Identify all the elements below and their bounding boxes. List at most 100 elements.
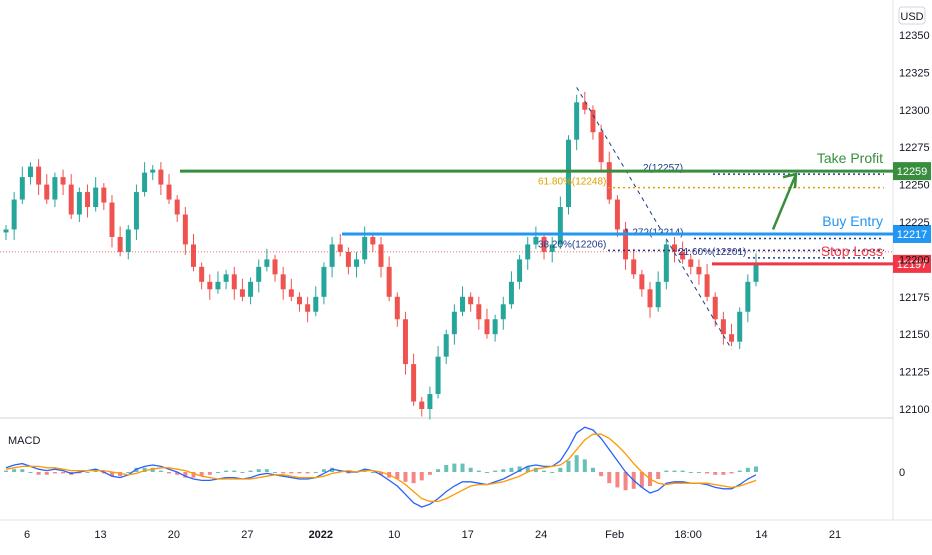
level-price-tag: [893, 254, 931, 273]
candle-body: [671, 244, 677, 252]
projection-arrow-head: [782, 172, 798, 189]
candle-body: [109, 202, 115, 237]
macd-histogram-bar: [321, 469, 326, 472]
macd-histogram-bar: [126, 472, 131, 473]
macd-histogram-bar: [558, 467, 563, 472]
candle-body: [574, 102, 580, 140]
macd-histogram-bar: [167, 472, 172, 474]
macd-histogram-bar: [207, 472, 212, 475]
macd-histogram-bar: [379, 472, 383, 475]
time-axis[interactable]: 6 13 20 27 2022 10 17 24 Feb 18:00 14 21: [24, 529, 841, 541]
macd-histogram-bar: [85, 472, 90, 473]
candle-body: [166, 184, 172, 200]
price-tick-label: 12200: [899, 254, 930, 266]
price-axis[interactable]: 12350 12325 12300 12275 12250 12225 12200 12175…: [899, 30, 930, 416]
candle-body: [598, 132, 604, 163]
macd-histogram-bar: [476, 470, 481, 472]
candle-body: [492, 319, 498, 335]
candle-body: [753, 263, 759, 282]
level-price-tag-text: 12217: [897, 229, 928, 241]
fib-level-label: 38.20%(12206): [538, 239, 606, 250]
macd-histogram-bar: [566, 460, 571, 472]
candle-body: [720, 319, 726, 335]
macd-histogram-bar: [240, 472, 245, 473]
candle-body: [36, 166, 42, 185]
candle-body: [191, 244, 196, 267]
macd-histogram-bar: [142, 467, 147, 472]
candle-body: [329, 244, 335, 267]
macd-histogram-bar: [419, 472, 424, 481]
candle-body: [3, 229, 9, 233]
projection-line: [576, 87, 732, 350]
candle-body: [443, 334, 449, 357]
price-tick-label: 12300: [899, 105, 930, 117]
candle-body: [704, 274, 710, 297]
price-tick-label: 12225: [899, 217, 930, 229]
candle-body: [647, 289, 653, 308]
price-tick-label: 12275: [899, 142, 930, 154]
macd-histogram-bar: [484, 472, 489, 473]
macd-histogram-bar: [427, 472, 432, 475]
macd-histogram-bar: [150, 467, 155, 472]
macd-histogram-bar: [745, 467, 750, 472]
macd-histogram-bar: [183, 472, 188, 478]
candle-body: [76, 192, 82, 215]
macd-histogram-bar: [395, 472, 400, 479]
candle-body: [582, 102, 588, 110]
candle-body: [386, 266, 392, 297]
macd-histogram-bar: [517, 466, 522, 472]
macd-zero-label: 0: [899, 467, 905, 479]
price-tick-label: 12325: [899, 67, 930, 79]
price-tick-label: 12350: [899, 30, 930, 42]
macd-histogram-bar: [338, 470, 343, 472]
candle-body: [239, 289, 245, 297]
candle-body: [468, 296, 474, 305]
candle-body: [590, 109, 596, 133]
macd-line: [5, 426, 757, 508]
candle-body: [712, 296, 718, 320]
candle-body: [142, 172, 148, 193]
macd-histogram-bar: [729, 472, 734, 474]
currency-badge[interactable]: [898, 6, 926, 25]
candle-body: [207, 281, 213, 290]
candle-body: [288, 289, 294, 297]
candle-body: [362, 236, 368, 260]
candle-body: [52, 177, 58, 200]
candle-body: [345, 251, 351, 267]
macd-histogram-bar: [362, 470, 367, 472]
macd-histogram-bar: [721, 472, 726, 475]
currency-label: USD: [900, 11, 923, 23]
candle-body: [533, 236, 539, 245]
time-tick-label: 17: [462, 529, 474, 541]
candle-body: [370, 236, 376, 245]
candle-body: [85, 192, 91, 208]
macd-histogram-bar: [403, 472, 408, 482]
candle-body: [411, 364, 417, 402]
macd-histogram-bar: [199, 472, 204, 477]
level-label: Stop Loss: [821, 243, 883, 259]
time-tick-label: 2022: [309, 529, 333, 541]
time-tick-label: 24: [535, 529, 547, 541]
macd-histogram-bar: [346, 472, 351, 474]
macd-histogram-bar: [444, 465, 449, 472]
time-tick-label: 21: [829, 529, 841, 541]
candle-body: [60, 177, 66, 185]
time-tick-label: Feb: [605, 529, 624, 541]
candle-body: [93, 187, 99, 208]
time-tick-label: 18:00: [674, 529, 702, 541]
candle-body: [402, 319, 408, 365]
macd-histogram-bar: [664, 470, 669, 472]
candle-body: [11, 199, 17, 230]
macd-histogram-bar: [672, 470, 677, 472]
level-price-tag-text: 12259: [897, 166, 928, 178]
macd-histogram-bar: [639, 472, 644, 488]
candle-body: [125, 229, 131, 252]
macd-histogram-bar: [680, 470, 685, 472]
candle-body: [419, 401, 425, 410]
candle-body: [296, 296, 302, 305]
candle-body: [655, 281, 661, 308]
level-label: Take Profit: [817, 150, 883, 166]
macd-histogram-bar: [297, 472, 302, 474]
time-tick-label: 27: [241, 529, 253, 541]
macd-histogram-bar: [215, 472, 220, 473]
